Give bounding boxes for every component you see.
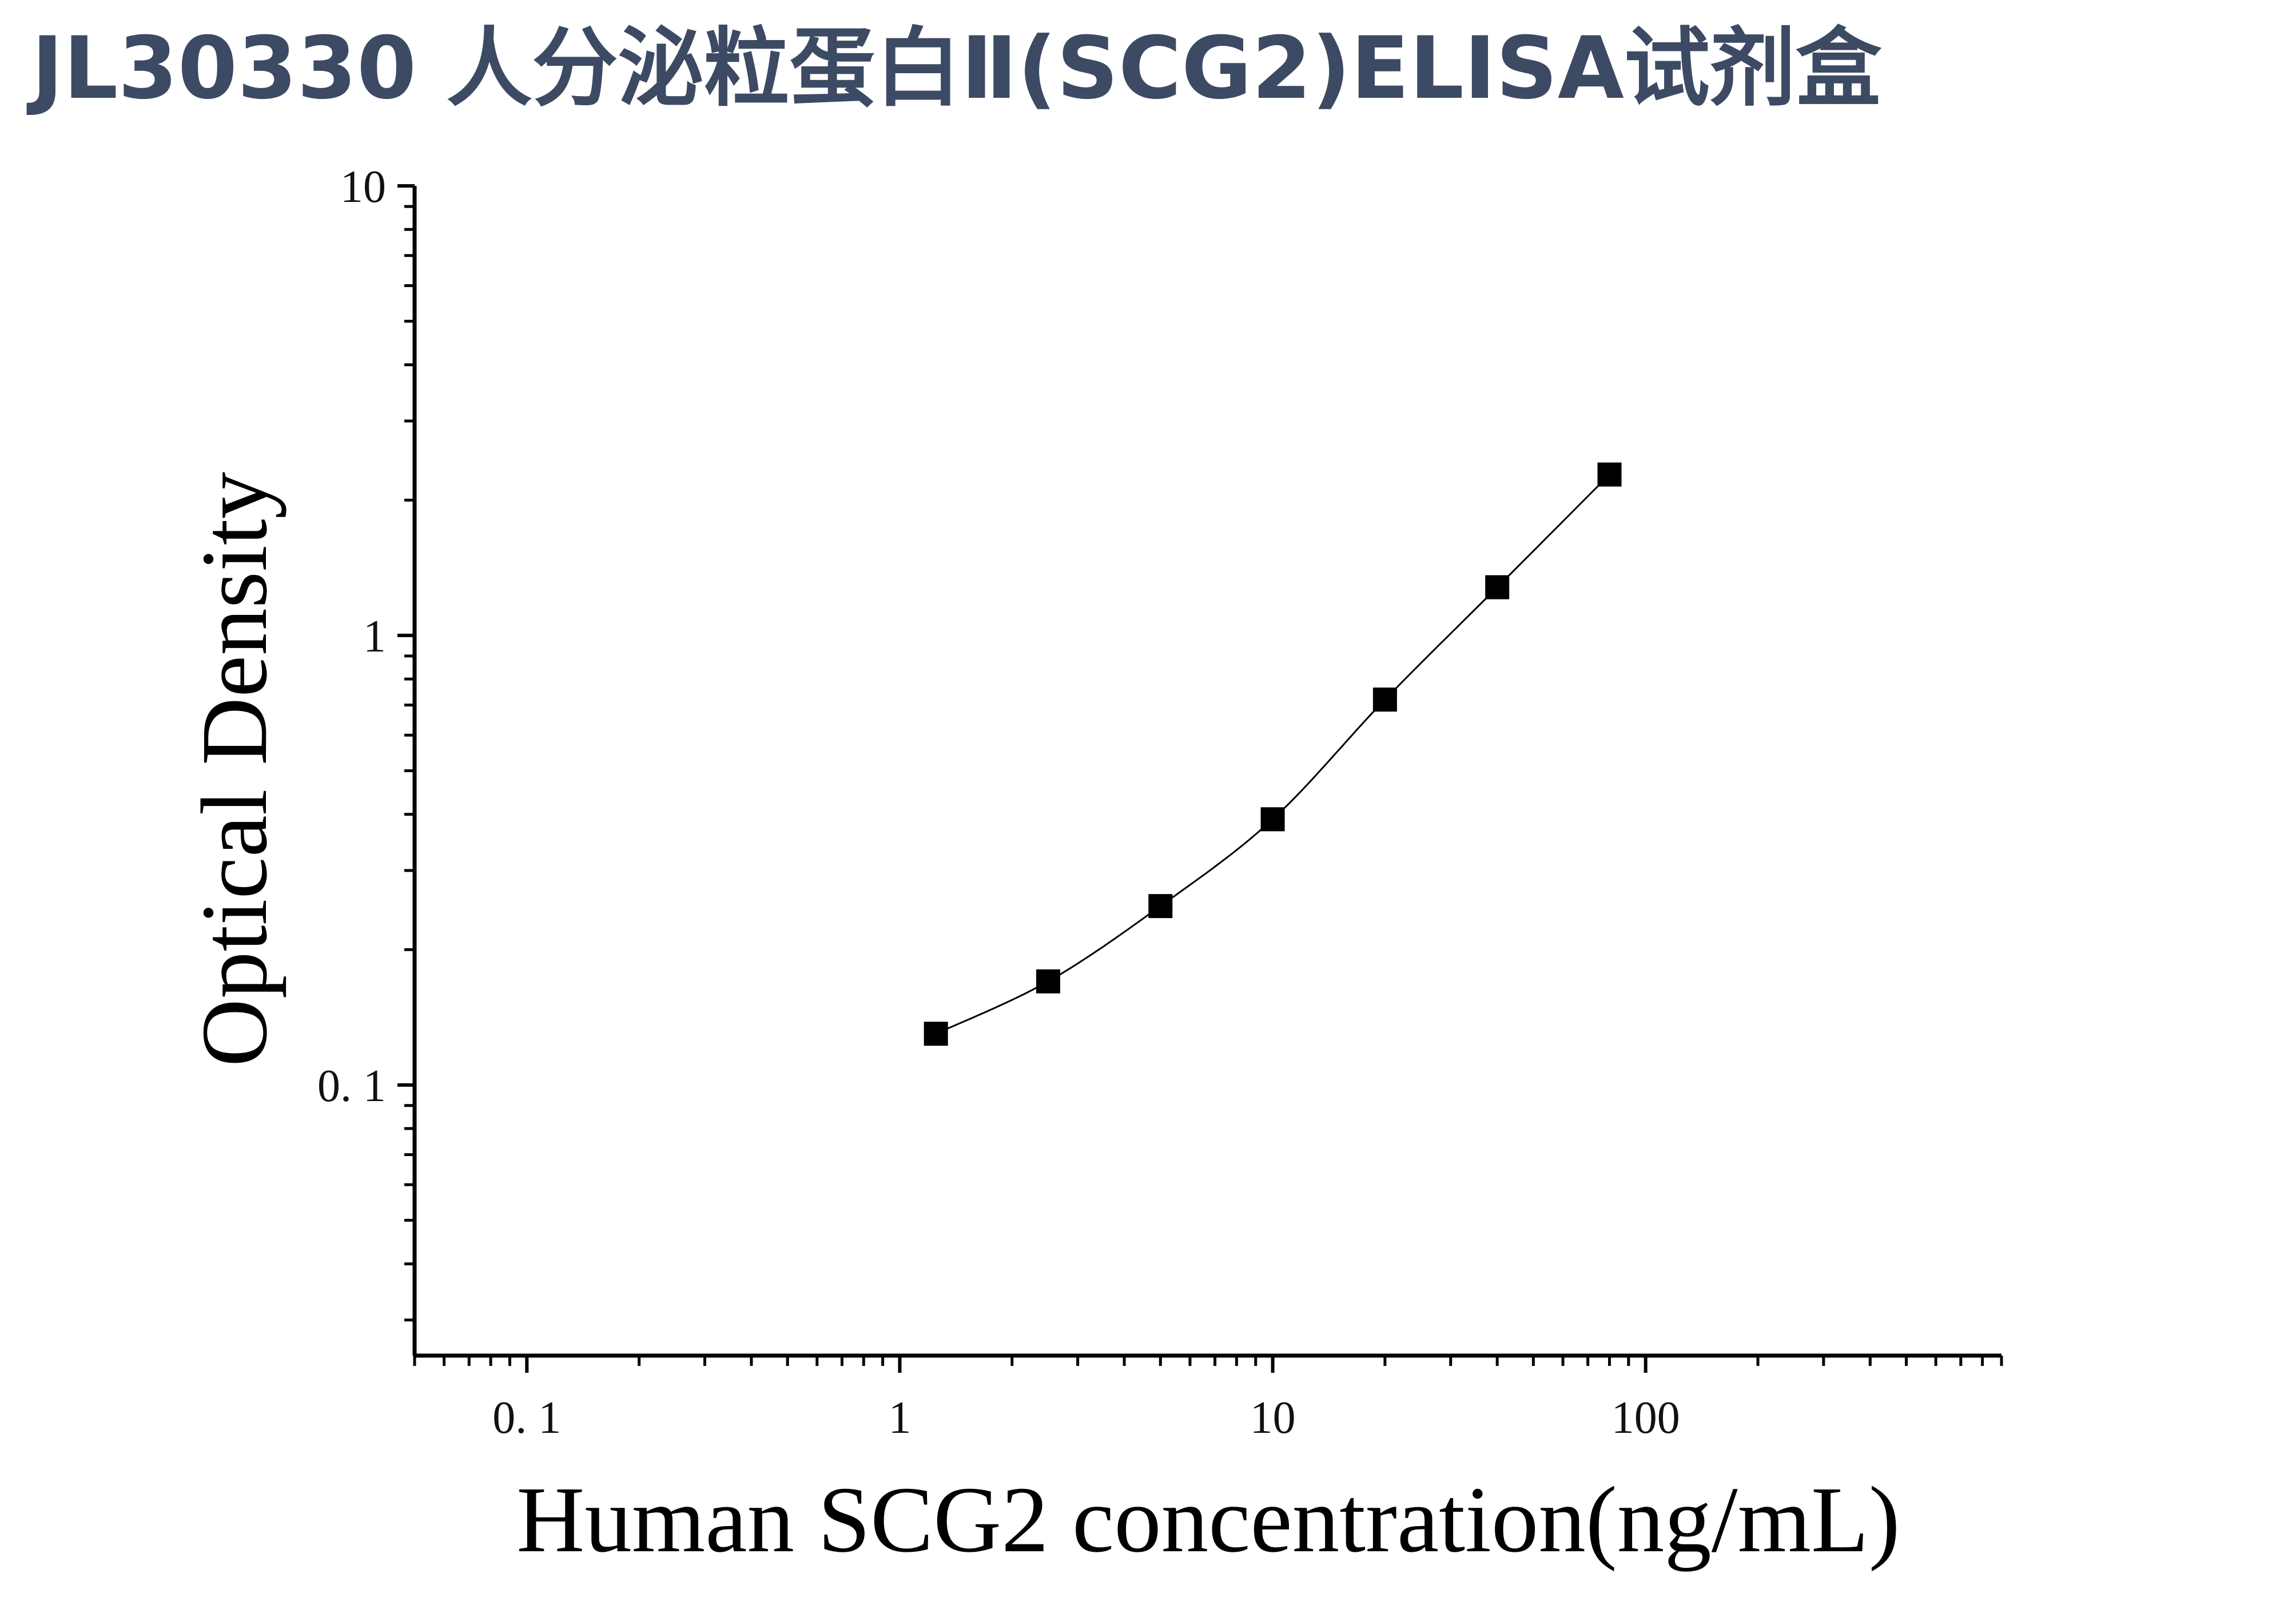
x-tick-label: 0. 1 [492,1393,561,1443]
data-point [1036,969,1060,994]
data-point [1597,462,1622,487]
y-tick-label: 10 [340,162,386,212]
y-tick-label: 0. 1 [317,1061,386,1111]
x-tick-label: 1 [888,1393,911,1443]
fit-curve-line [935,474,1610,1035]
x-tick-label: 10 [1250,1393,1296,1443]
x-axis-title: Human SCG2 concentration(ng/mL) [516,1467,1900,1572]
y-axis-title: Optical Density [182,472,286,1067]
tick-labels-layer: 0. 1 1 10 100 0. 1 1 10 [317,162,1680,1443]
data-point [1485,575,1510,599]
x-tick-label: 100 [1611,1393,1680,1443]
page-title: JL30330 人分泌粒蛋白Ⅱ(SCG2)ELISA试剂盒 [31,19,1881,118]
data-point [1372,688,1397,712]
chart-axes [397,184,2003,1373]
y-tick-label: 1 [363,611,386,662]
data-points-layer [924,462,1622,1046]
data-point [1260,807,1285,832]
data-point [924,1022,948,1046]
fit-curve-layer [935,474,1610,1035]
data-point [1148,894,1173,919]
